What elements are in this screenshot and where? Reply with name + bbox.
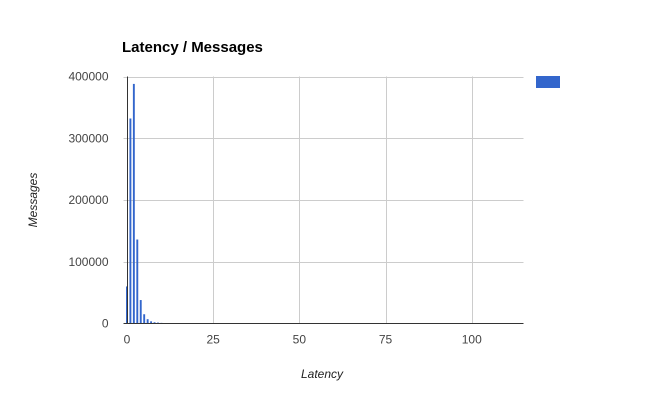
axes xyxy=(123,76,524,324)
x-axis-title: Latency xyxy=(301,367,344,381)
y-tick-label: 400000 xyxy=(68,70,108,84)
bars xyxy=(126,83,170,324)
y-tick-label: 300000 xyxy=(68,131,108,145)
y-tick-label: 100000 xyxy=(68,255,108,269)
x-tick-label: 0 xyxy=(124,333,131,347)
y-axis-title: Messages xyxy=(26,173,40,228)
bar xyxy=(126,286,128,324)
legend xyxy=(536,76,560,88)
y-tick-labels: 0 100000 200000 300000 400000 xyxy=(68,70,108,331)
chart-title: Latency / Messages xyxy=(122,39,263,56)
bar xyxy=(129,118,132,324)
x-tick-labels: 0 25 50 75 100 xyxy=(124,333,483,347)
x-tick-label: 75 xyxy=(379,333,393,347)
x-tick-label: 50 xyxy=(293,333,307,347)
x-tick-label: 25 xyxy=(206,333,220,347)
gridlines xyxy=(123,76,524,324)
y-tick-label: 200000 xyxy=(68,193,108,207)
bar xyxy=(136,239,139,324)
x-tick-label: 100 xyxy=(462,333,482,347)
bar xyxy=(146,319,149,324)
legend-swatch xyxy=(536,76,560,88)
bar xyxy=(139,300,142,324)
bar xyxy=(153,322,156,324)
bar xyxy=(132,83,135,324)
y-tick-label: 0 xyxy=(102,317,109,331)
bar xyxy=(150,321,153,324)
bar xyxy=(143,314,146,324)
